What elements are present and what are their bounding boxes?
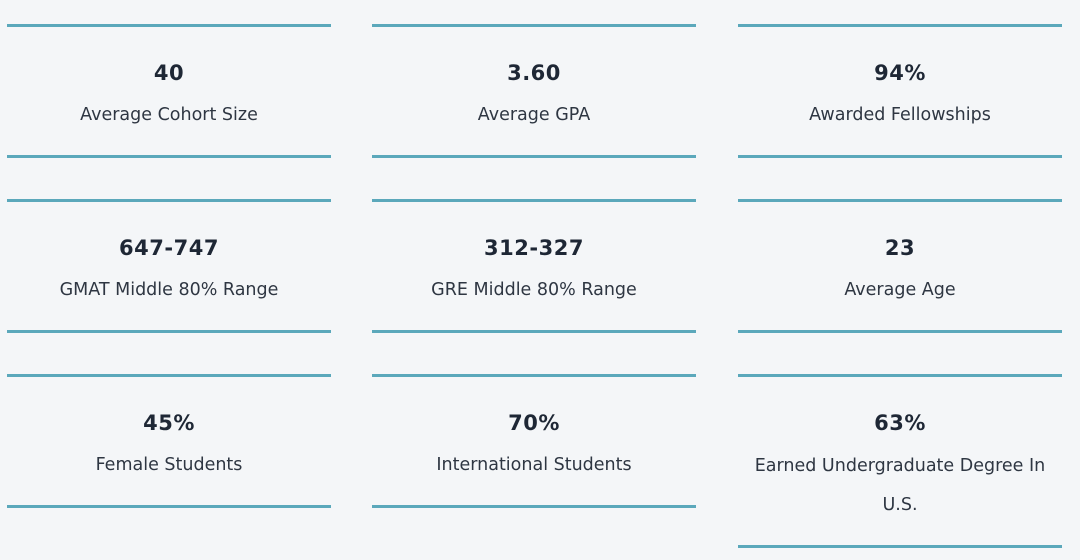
stat-value: 63% (874, 411, 926, 435)
stat-label: Awarded Fellowships (809, 105, 991, 125)
top-divider (7, 199, 331, 202)
bottom-divider (7, 155, 331, 158)
bottom-divider (7, 505, 331, 508)
top-divider (7, 24, 331, 27)
stat-card-awarded-fellowships: 94% Awarded Fellowships (738, 24, 1062, 160)
top-divider (372, 24, 696, 27)
stat-card-female-students: 45% Female Students (7, 374, 331, 510)
stat-label: Female Students (95, 455, 243, 475)
stat-value: 70% (508, 411, 560, 435)
top-divider (372, 199, 696, 202)
bottom-divider (372, 505, 696, 508)
top-divider (738, 199, 1062, 202)
top-divider (738, 24, 1062, 27)
stat-value: 45% (143, 411, 195, 435)
top-divider (7, 374, 331, 377)
stat-value: 94% (874, 61, 926, 85)
stat-card-gre-range: 312-327 GRE Middle 80% Range (372, 199, 696, 335)
top-divider (738, 374, 1062, 377)
bottom-divider (738, 545, 1062, 548)
stat-card-us-undergraduate-degree: 63% Earned Undergraduate Degree In U.S. (738, 374, 1062, 552)
bottom-divider (738, 155, 1062, 158)
bottom-divider (372, 155, 696, 158)
stat-card-international-students: 70% International Students (372, 374, 696, 510)
bottom-divider (7, 330, 331, 333)
stat-card-average-gpa: 3.60 Average GPA (372, 24, 696, 160)
stat-value: 647-747 (119, 236, 219, 260)
stat-card-average-cohort-size: 40 Average Cohort Size (7, 24, 331, 160)
stat-label: International Students (436, 455, 632, 475)
stat-label: Average Cohort Size (80, 105, 258, 125)
stat-value: 23 (884, 236, 916, 260)
stat-card-gmat-range: 647-747 GMAT Middle 80% Range (7, 199, 331, 335)
stat-value: 40 (153, 61, 185, 85)
stat-label: Earned Undergraduate Degree In U.S. (754, 456, 1046, 515)
bottom-divider (738, 330, 1062, 333)
stat-label: GRE Middle 80% Range (431, 280, 637, 300)
stat-value: 3.60 (507, 61, 561, 85)
stat-label: Average Age (844, 280, 956, 300)
bottom-divider (372, 330, 696, 333)
top-divider (372, 374, 696, 377)
stat-value: 312-327 (484, 236, 584, 260)
stat-label: Average GPA (477, 105, 591, 125)
stat-card-average-age: 23 Average Age (738, 199, 1062, 335)
stat-label: GMAT Middle 80% Range (59, 280, 279, 300)
